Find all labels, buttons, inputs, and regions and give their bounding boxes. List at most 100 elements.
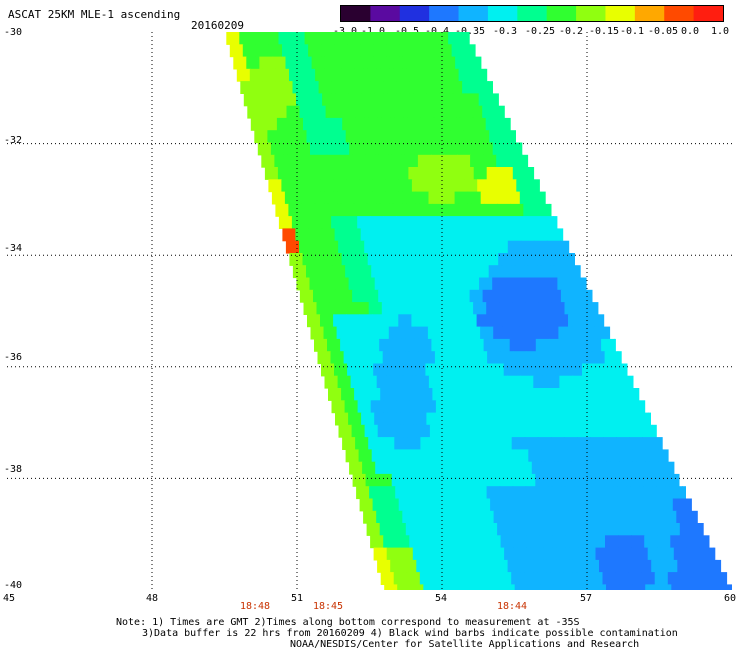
wind-cell <box>471 388 486 401</box>
wind-cell <box>382 486 396 500</box>
wind-cell <box>333 179 348 193</box>
wind-cell <box>528 449 542 463</box>
wind-cell <box>479 461 494 475</box>
wind-cell <box>379 523 394 536</box>
wind-cell <box>315 253 330 266</box>
wind-cell <box>616 437 630 450</box>
wind-cell <box>631 535 645 549</box>
wind-cell <box>533 375 547 389</box>
wind-cell <box>387 412 401 426</box>
wind-cell <box>370 216 384 229</box>
wind-cell <box>329 117 343 131</box>
wind-cell <box>321 44 335 58</box>
wind-cell <box>450 449 464 463</box>
wind-cell <box>571 510 586 524</box>
wind-cell <box>281 179 296 193</box>
wind-cell <box>520 559 535 573</box>
wind-cell <box>518 277 532 291</box>
wind-cell <box>467 510 482 524</box>
wind-cell <box>614 338 616 352</box>
wind-cell <box>697 584 712 598</box>
wind-cell <box>468 56 482 70</box>
wind-cell <box>432 572 447 585</box>
wind-cell <box>523 203 537 217</box>
color-scale-swatch <box>664 6 695 21</box>
wind-cell <box>656 486 670 500</box>
wind-cell <box>365 154 380 168</box>
wind-cell <box>374 412 388 426</box>
wind-cell <box>287 154 302 168</box>
wind-cell <box>574 289 588 303</box>
wind-cell <box>560 424 575 438</box>
wind-cell <box>342 117 356 131</box>
wind-cell <box>395 486 409 500</box>
wind-cell <box>500 535 515 549</box>
wind-cell <box>461 535 476 549</box>
wind-cell <box>239 32 253 45</box>
wind-cell <box>449 584 464 598</box>
wind-cell <box>446 437 461 450</box>
wind-cell <box>335 412 349 426</box>
wind-cell <box>265 32 280 45</box>
wind-cell <box>605 535 619 549</box>
wind-cell <box>380 68 394 82</box>
wind-cell <box>514 400 528 414</box>
wind-cell <box>406 68 421 82</box>
wind-cell <box>354 68 368 82</box>
wind-cell <box>546 375 561 389</box>
wind-cell <box>465 412 480 426</box>
wind-cell <box>461 351 475 365</box>
wind-cell <box>422 216 437 229</box>
wind-cell <box>420 117 435 131</box>
wind-cell <box>320 179 335 193</box>
wind-cell <box>623 461 637 475</box>
wind-cell <box>507 375 521 389</box>
lon-label: 48 <box>145 593 159 604</box>
wind-cell <box>396 400 411 414</box>
wind-cell <box>334 44 348 58</box>
wind-cell <box>351 240 365 254</box>
wind-cell <box>307 314 321 328</box>
wind-cell <box>532 510 547 524</box>
wind-cell <box>416 240 431 254</box>
wind-cell <box>412 547 427 561</box>
wind-cell <box>288 203 303 217</box>
wind-cell <box>586 424 601 438</box>
wind-cell <box>359 498 374 512</box>
wind-cell <box>542 498 556 512</box>
wind-cell <box>291 167 305 180</box>
wind-cell <box>425 547 440 561</box>
wind-cell <box>356 351 371 365</box>
time-label: 18:44 <box>496 601 528 612</box>
wind-cell <box>468 375 482 389</box>
wind-cell <box>335 277 350 291</box>
wind-cell <box>529 179 540 193</box>
wind-cell <box>505 142 520 156</box>
wind-cell <box>646 498 661 512</box>
wind-cell <box>466 142 481 156</box>
wind-cell <box>411 314 426 328</box>
wind-cell <box>618 535 632 549</box>
wind-cell <box>419 253 434 266</box>
wind-cell <box>259 56 274 70</box>
wind-cell <box>431 338 446 352</box>
wind-cell <box>368 117 382 131</box>
wind-cell <box>496 473 510 487</box>
wind-cell <box>407 302 422 315</box>
wind-cell <box>384 265 398 279</box>
wind-cell <box>664 559 678 573</box>
wind-cell <box>524 253 538 266</box>
wind-cell <box>381 302 396 315</box>
wind-cell <box>268 179 283 193</box>
wind-cell <box>346 314 360 328</box>
wind-cell <box>624 375 634 389</box>
wind-cell <box>343 32 358 45</box>
wind-cell <box>543 228 558 242</box>
wind-cell <box>345 265 359 279</box>
wind-cell <box>433 437 448 450</box>
wind-cell <box>597 326 611 340</box>
wind-cell <box>558 326 573 340</box>
wind-cell <box>523 523 537 536</box>
wind-cell <box>530 228 544 242</box>
wind-cell <box>324 56 339 70</box>
